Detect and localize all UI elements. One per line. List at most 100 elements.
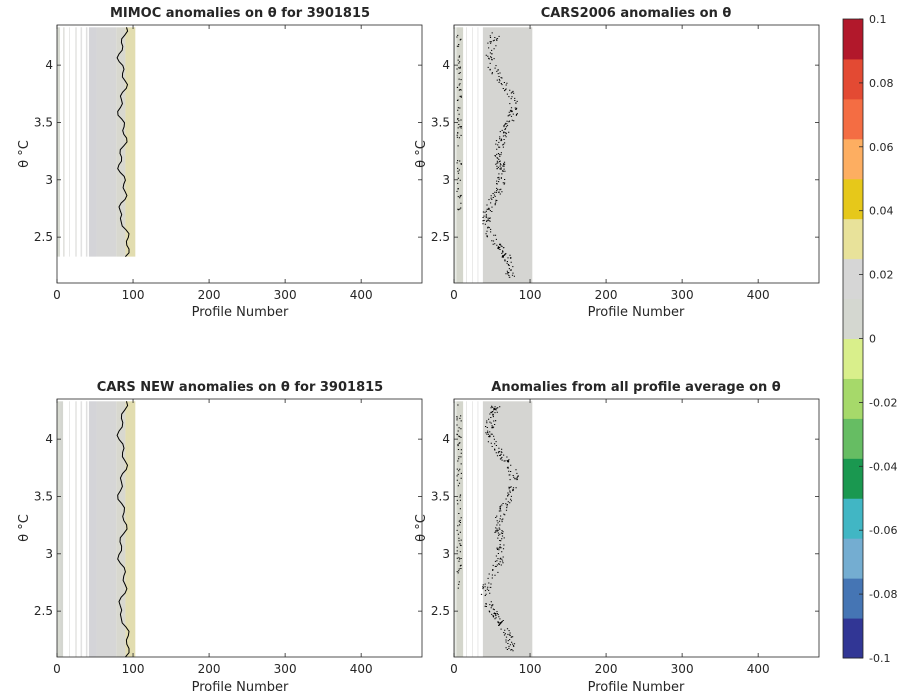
colorbar: 0.1 0.08 0.06 0.04 0.02 0 -0.02 -0.04 -0.06 -0.08… [842, 13, 897, 665]
x-tick-label: 400 [350, 288, 373, 302]
heatmap-column [454, 401, 456, 657]
x-tick-label: 200 [198, 288, 221, 302]
x-axis-label: Profile Number [588, 305, 685, 320]
colorbar-tick-label: -0.1 [869, 652, 890, 665]
axes-box [56, 24, 423, 284]
heatmap-column [85, 401, 88, 657]
heatmap-column [75, 27, 77, 257]
colorbar-segment [843, 58, 863, 100]
x-axis-label: Profile Number [588, 680, 685, 695]
x-tick-label: 300 [274, 662, 297, 676]
y-tick-label: 4 [442, 58, 450, 72]
y-tick-label: 4 [45, 432, 53, 446]
x-tick-label: 300 [671, 662, 694, 676]
panel-all-profile-average: Anomalies from all profile average on θ … [414, 380, 820, 695]
panel-title: CARS NEW anomalies on θ for 3901815 [97, 380, 383, 395]
heatmap-column [456, 401, 464, 657]
y-tick-label: 3.5 [34, 489, 53, 503]
x-tick-label: 0 [53, 288, 61, 302]
y-tick-label: 3 [45, 173, 53, 187]
colorbar-segment [843, 578, 863, 619]
colorbar-segment [843, 378, 863, 419]
y-tick-label: 2.5 [34, 604, 53, 618]
plot-area: 0 100 200 300 400 2.5 3 3.5 4 [34, 24, 423, 302]
colorbar-segment [843, 498, 863, 539]
y-tick-label: 2.5 [431, 604, 450, 618]
y-axis-label: θ °C [414, 140, 429, 168]
heatmap-column [477, 27, 479, 283]
colorbar-segment [843, 618, 863, 659]
heatmap-column [75, 401, 77, 657]
colorbar-tick-label: -0.08 [869, 588, 897, 601]
colorbar-segment [843, 218, 863, 260]
heatmap-column [69, 27, 70, 257]
y-axis-label: θ °C [17, 514, 32, 542]
heatmap-column [477, 401, 479, 657]
colorbar-segment [843, 418, 863, 459]
heatmap-column [472, 401, 474, 657]
heatmap-column [88, 401, 97, 657]
x-tick-label: 100 [122, 662, 145, 676]
panel-mimoc: MIMOC anomalies on θ for 3901815 0 100 200… [17, 6, 423, 320]
heatmap-column [116, 27, 126, 257]
colorbar-segment [843, 138, 863, 180]
x-tick-label: 400 [747, 662, 770, 676]
colorbar-segment [843, 98, 863, 140]
x-axis-label: Profile Number [192, 305, 289, 320]
heatmap-column [96, 27, 117, 257]
colorbar-segment [843, 258, 863, 300]
colorbar-tick-label: 0 [869, 333, 876, 346]
axes-box [56, 398, 423, 658]
colorbar-segment [843, 338, 863, 379]
x-tick-label: 200 [595, 662, 618, 676]
colorbar-segment [843, 458, 863, 499]
heatmap-column [69, 401, 70, 657]
colorbar-segment [843, 298, 863, 339]
heatmap-column [63, 27, 65, 257]
heatmap-column [116, 401, 126, 657]
heatmap-column [60, 401, 64, 657]
x-tick-label: 100 [122, 288, 145, 302]
plot-area: 0 100 200 300 400 2.5 3 3.5 4 [34, 398, 423, 676]
colorbar-tick-label: -0.06 [869, 524, 897, 537]
zero-contour-dots [456, 404, 519, 652]
x-tick-label: 300 [671, 288, 694, 302]
y-axis-label: θ °C [17, 140, 32, 168]
plot-area: 0 100 200 300 400 2.5 3 3.5 4 [431, 398, 820, 676]
heatmap-column [80, 401, 83, 657]
panel-cars-new: CARS NEW anomalies on θ for 3901815 0 100… [17, 380, 423, 695]
colorbar-tick-label: 0.02 [869, 269, 894, 282]
panel-title: CARS2006 anomalies on θ [541, 6, 732, 21]
y-tick-label: 2.5 [431, 230, 450, 244]
x-tick-label: 400 [747, 288, 770, 302]
colorbar-tick-label: -0.02 [869, 396, 897, 409]
colorbar-tick-label: -0.04 [869, 460, 897, 473]
axes-box [453, 398, 820, 658]
x-tick-label: 300 [274, 288, 297, 302]
axes-box [453, 24, 820, 284]
heatmap-column [80, 27, 83, 257]
y-tick-label: 3.5 [431, 489, 450, 503]
y-tick-label: 4 [442, 432, 450, 446]
y-tick-label: 2.5 [34, 230, 53, 244]
panel-cars2006: CARS2006 anomalies on θ 0 100 200 300 400 2.5… [414, 6, 820, 320]
x-tick-label: 200 [198, 662, 221, 676]
colorbar-segment [843, 178, 863, 220]
colorbar-tick-label: 0.1 [869, 13, 887, 26]
y-tick-label: 4 [45, 58, 53, 72]
y-tick-label: 3.5 [431, 115, 450, 129]
heatmap-column [85, 27, 88, 257]
zero-contour-line [116, 27, 130, 257]
heatmap-column [57, 27, 61, 257]
heatmap-column [456, 27, 464, 283]
panel-title: Anomalies from all profile average on θ [491, 380, 781, 395]
x-axis-label: Profile Number [192, 680, 289, 695]
x-tick-label: 100 [519, 662, 542, 676]
x-tick-label: 0 [450, 288, 458, 302]
zero-contour-line [116, 401, 130, 658]
y-axis-label: θ °C [414, 514, 429, 542]
heatmap-column [472, 27, 474, 283]
colorbar-tick-label: 0.08 [869, 77, 894, 90]
heatmap-column [466, 401, 467, 657]
